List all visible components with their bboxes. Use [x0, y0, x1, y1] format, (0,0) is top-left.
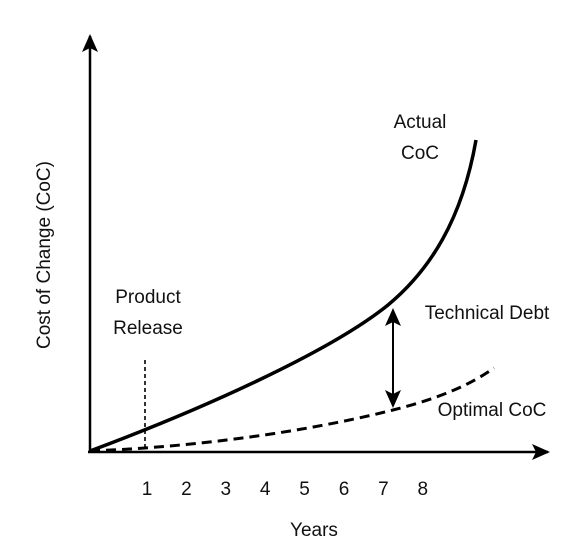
actual-label: Actual: [394, 112, 447, 133]
x-axis-label: Years: [290, 520, 338, 541]
y-axis-label: Cost of Change (CoC): [34, 161, 55, 349]
x-tick-label: 5: [299, 479, 310, 500]
optimal-coc-curve: [89, 366, 495, 453]
x-tick-label: 3: [221, 479, 232, 500]
actual-label: CoC: [401, 143, 439, 164]
x-tick-label: 1: [142, 479, 153, 500]
actual-coc-curve: [89, 139, 478, 453]
technical-debt-label: Technical Debt: [425, 303, 550, 324]
x-tick-label: 7: [378, 479, 389, 500]
optimal-label: Optimal CoC: [438, 400, 547, 421]
release-label: Release: [113, 318, 183, 339]
x-tick-label: 6: [339, 479, 350, 500]
x-tick-label: 8: [418, 479, 429, 500]
release-label: Product: [115, 287, 181, 308]
x-tick-label: 4: [260, 479, 271, 500]
x-tick-labels: 1 2 3 4 5 6 7 8: [142, 479, 428, 500]
x-tick-label: 2: [181, 479, 192, 500]
